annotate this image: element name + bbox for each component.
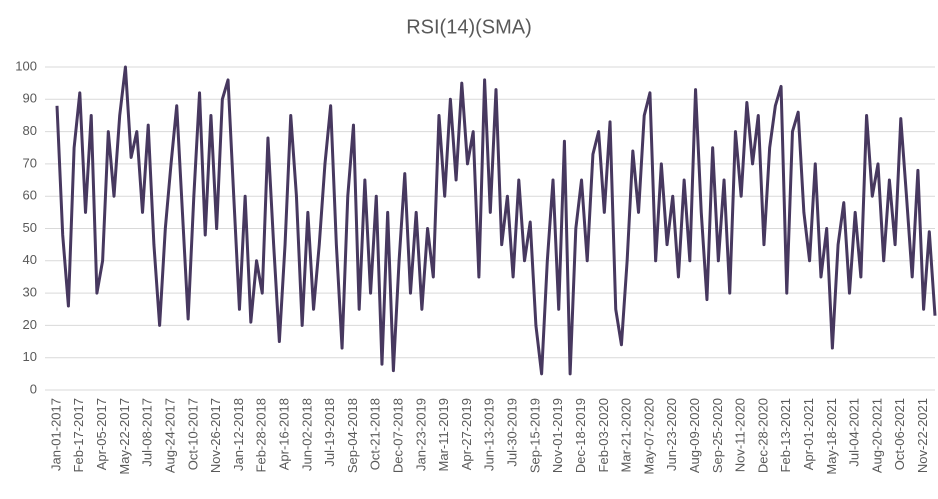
x-tick-label: Jun-13-2019: [482, 398, 497, 471]
rsi-line: [55, 65, 937, 376]
x-tick-label: Sep-04-2018: [345, 398, 360, 473]
y-tick-label: 90: [23, 91, 37, 106]
x-tick-label: Jul-19-2018: [322, 398, 337, 467]
y-tick-label: 10: [23, 349, 37, 364]
x-tick-label: Jul-08-2017: [140, 398, 155, 467]
x-tick-label: May-18-2021: [824, 398, 839, 475]
y-tick-label: 100: [15, 58, 37, 73]
x-tick-label: May-22-2017: [117, 398, 132, 475]
y-tick-label: 30: [23, 285, 37, 300]
x-tick-label: Jun-02-2018: [299, 398, 314, 471]
y-tick-label: 0: [30, 381, 37, 396]
x-tick-label: Jan-12-2018: [231, 398, 246, 471]
y-tick-label: 70: [23, 155, 37, 170]
x-tick-label: Nov-01-2019: [550, 398, 565, 473]
x-tick-label: Mar-11-2019: [436, 398, 451, 471]
x-tick-label: Jan-01-2017: [48, 398, 63, 471]
x-tick-label: Sep-15-2019: [527, 398, 542, 473]
x-tick-label: Apr-05-2017: [94, 398, 109, 470]
x-tick-label: Mar-21-2020: [619, 398, 634, 472]
x-tick-label: Jul-04-2021: [847, 398, 862, 467]
x-tick-label: Nov-22-2021: [915, 398, 930, 473]
x-tick-label: Nov-11-2020: [733, 398, 748, 472]
x-tick-label: Feb-13-2021: [778, 398, 793, 472]
x-tick-label: Feb-03-2020: [596, 398, 611, 472]
x-tick-label: Oct-10-2017: [185, 398, 200, 470]
x-tick-label: Jul-30-2019: [505, 398, 520, 467]
y-tick-label: 50: [23, 220, 37, 235]
chart-title: RSI(14)(SMA): [406, 16, 532, 38]
y-tick-label: 60: [23, 188, 37, 203]
x-tick-label: Apr-27-2019: [459, 398, 474, 470]
x-tick-label: May-07-2020: [641, 398, 656, 475]
x-tick-label: Aug-20-2021: [869, 398, 884, 473]
x-tick-label: Jun-23-2020: [664, 398, 679, 471]
x-tick-label: Oct-21-2018: [368, 398, 383, 470]
x-tick-label: Feb-28-2018: [254, 398, 269, 472]
x-tick-label: Apr-16-2018: [276, 398, 291, 470]
y-tick-label: 80: [23, 123, 37, 138]
x-tick-label: Dec-18-2019: [573, 398, 588, 473]
x-tick-label: Nov-26-2017: [208, 398, 223, 473]
x-tick-label: Dec-28-2020: [755, 398, 770, 473]
x-tick-label: Oct-06-2021: [892, 398, 907, 470]
x-tick-label: Sep-25-2020: [710, 398, 725, 473]
x-tick-label: Aug-09-2020: [687, 398, 702, 473]
y-tick-label: 40: [23, 252, 37, 267]
y-tick-label: 20: [23, 317, 37, 332]
x-tick-label: Jan-23-2019: [413, 398, 428, 471]
x-tick-label: Feb-17-2017: [71, 398, 86, 472]
x-tick-label: Dec-07-2018: [391, 398, 406, 473]
x-tick-label: Aug-24-2017: [162, 398, 177, 473]
x-tick-label: Apr-01-2021: [801, 398, 816, 470]
